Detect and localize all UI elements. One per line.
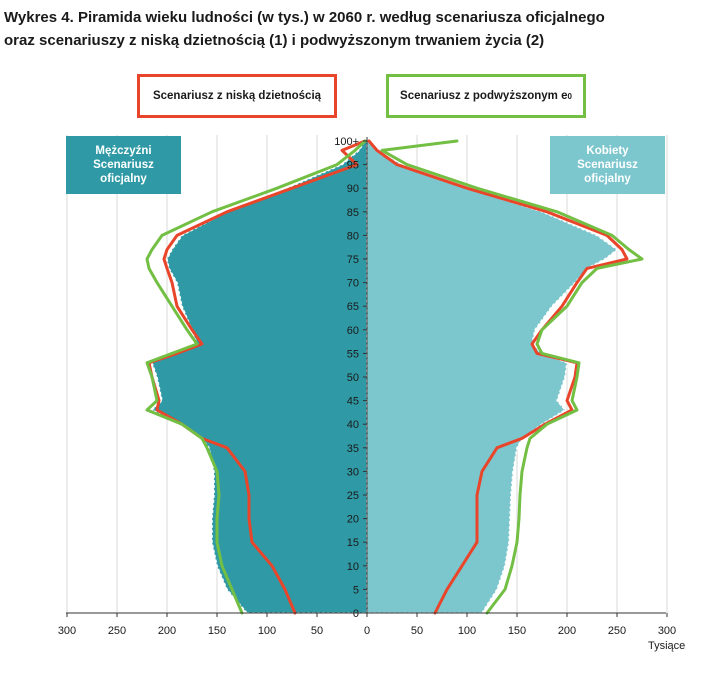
label-men-line-3: oficjalny — [100, 173, 147, 185]
y-tick-label-17: 85 — [347, 207, 359, 219]
label-women-official: Kobiety Scenariusz oficjalny — [550, 136, 665, 194]
y-tick-label-6: 30 — [347, 466, 359, 478]
line-longevity-men — [145, 139, 367, 615]
x-tick-label-7: 50 — [411, 625, 423, 637]
y-tick-label-5: 25 — [347, 490, 359, 502]
legend-longevity-label: Scenariusz z podwyższonym e — [400, 90, 568, 102]
y-tick-label-15: 75 — [347, 254, 359, 266]
chart-title: Wykres 4. Piramida wieku ludności (w tys… — [4, 6, 704, 52]
line-longevity-women — [380, 139, 644, 615]
x-tick-label-6: 0 — [364, 625, 370, 637]
area-men-official — [150, 140, 368, 614]
legend-longevity-subscript: 0 — [567, 91, 572, 101]
y-tick-label-7: 35 — [347, 443, 359, 455]
y-tick-label-2: 10 — [347, 561, 359, 573]
x-tick-label-9: 150 — [508, 625, 526, 637]
x-tick-label-8: 100 — [458, 625, 476, 637]
x-tick-label-4: 100 — [258, 625, 276, 637]
y-tick-label-4: 20 — [347, 514, 359, 526]
y-tick-label-11: 55 — [347, 348, 359, 360]
legend-low-fertility-label: Scenariusz z niską dzietnością — [152, 90, 322, 102]
x-tick-label-5: 50 — [311, 625, 323, 637]
x-tick-label-12: 300 — [658, 625, 676, 637]
x-tick-label-1: 250 — [108, 625, 126, 637]
y-tick-label-9: 45 — [347, 396, 359, 408]
y-tick-label-8: 40 — [347, 419, 359, 431]
label-women-line-2: Scenariusz — [577, 159, 638, 171]
area-women-official — [366, 140, 619, 614]
label-men-line-1: Mężczyźni — [95, 145, 152, 157]
x-axis-title: Tysiące — [648, 640, 686, 652]
chart-title-line-1: Wykres 4. Piramida wieku ludności (w tys… — [4, 9, 605, 26]
y-tick-label-20: 100+ — [334, 136, 359, 148]
label-men-line-2: Scenariusz — [93, 159, 154, 171]
x-tick-label-10: 200 — [558, 625, 576, 637]
y-tick-label-12: 60 — [347, 325, 359, 337]
y-tick-label-19: 95 — [347, 160, 359, 172]
legend-low-fertility: Scenariusz z niską dzietnością — [137, 74, 337, 118]
x-tick-label-0: 300 — [58, 625, 76, 637]
y-tick-label-0: 0 — [353, 608, 359, 620]
y-tick-label-14: 70 — [347, 278, 359, 290]
x-tick-label-11: 250 — [608, 625, 626, 637]
label-women-line-3: oficjalny — [584, 173, 631, 185]
x-tick-label-2: 200 — [158, 625, 176, 637]
label-women-line-1: Kobiety — [586, 145, 629, 157]
y-tick-label-10: 50 — [347, 372, 359, 384]
y-tick-label-18: 90 — [347, 183, 359, 195]
y-tick-label-13: 65 — [347, 301, 359, 313]
y-tick-label-3: 15 — [347, 537, 359, 549]
y-tick-label-16: 80 — [347, 230, 359, 242]
chart-title-line-2: oraz scenariuszy z niską dzietnością (1)… — [4, 32, 545, 49]
y-tick-label-1: 5 — [353, 584, 359, 596]
label-men-official: Mężczyźni Scenariusz oficjalny — [66, 136, 181, 194]
x-tick-label-3: 150 — [208, 625, 226, 637]
